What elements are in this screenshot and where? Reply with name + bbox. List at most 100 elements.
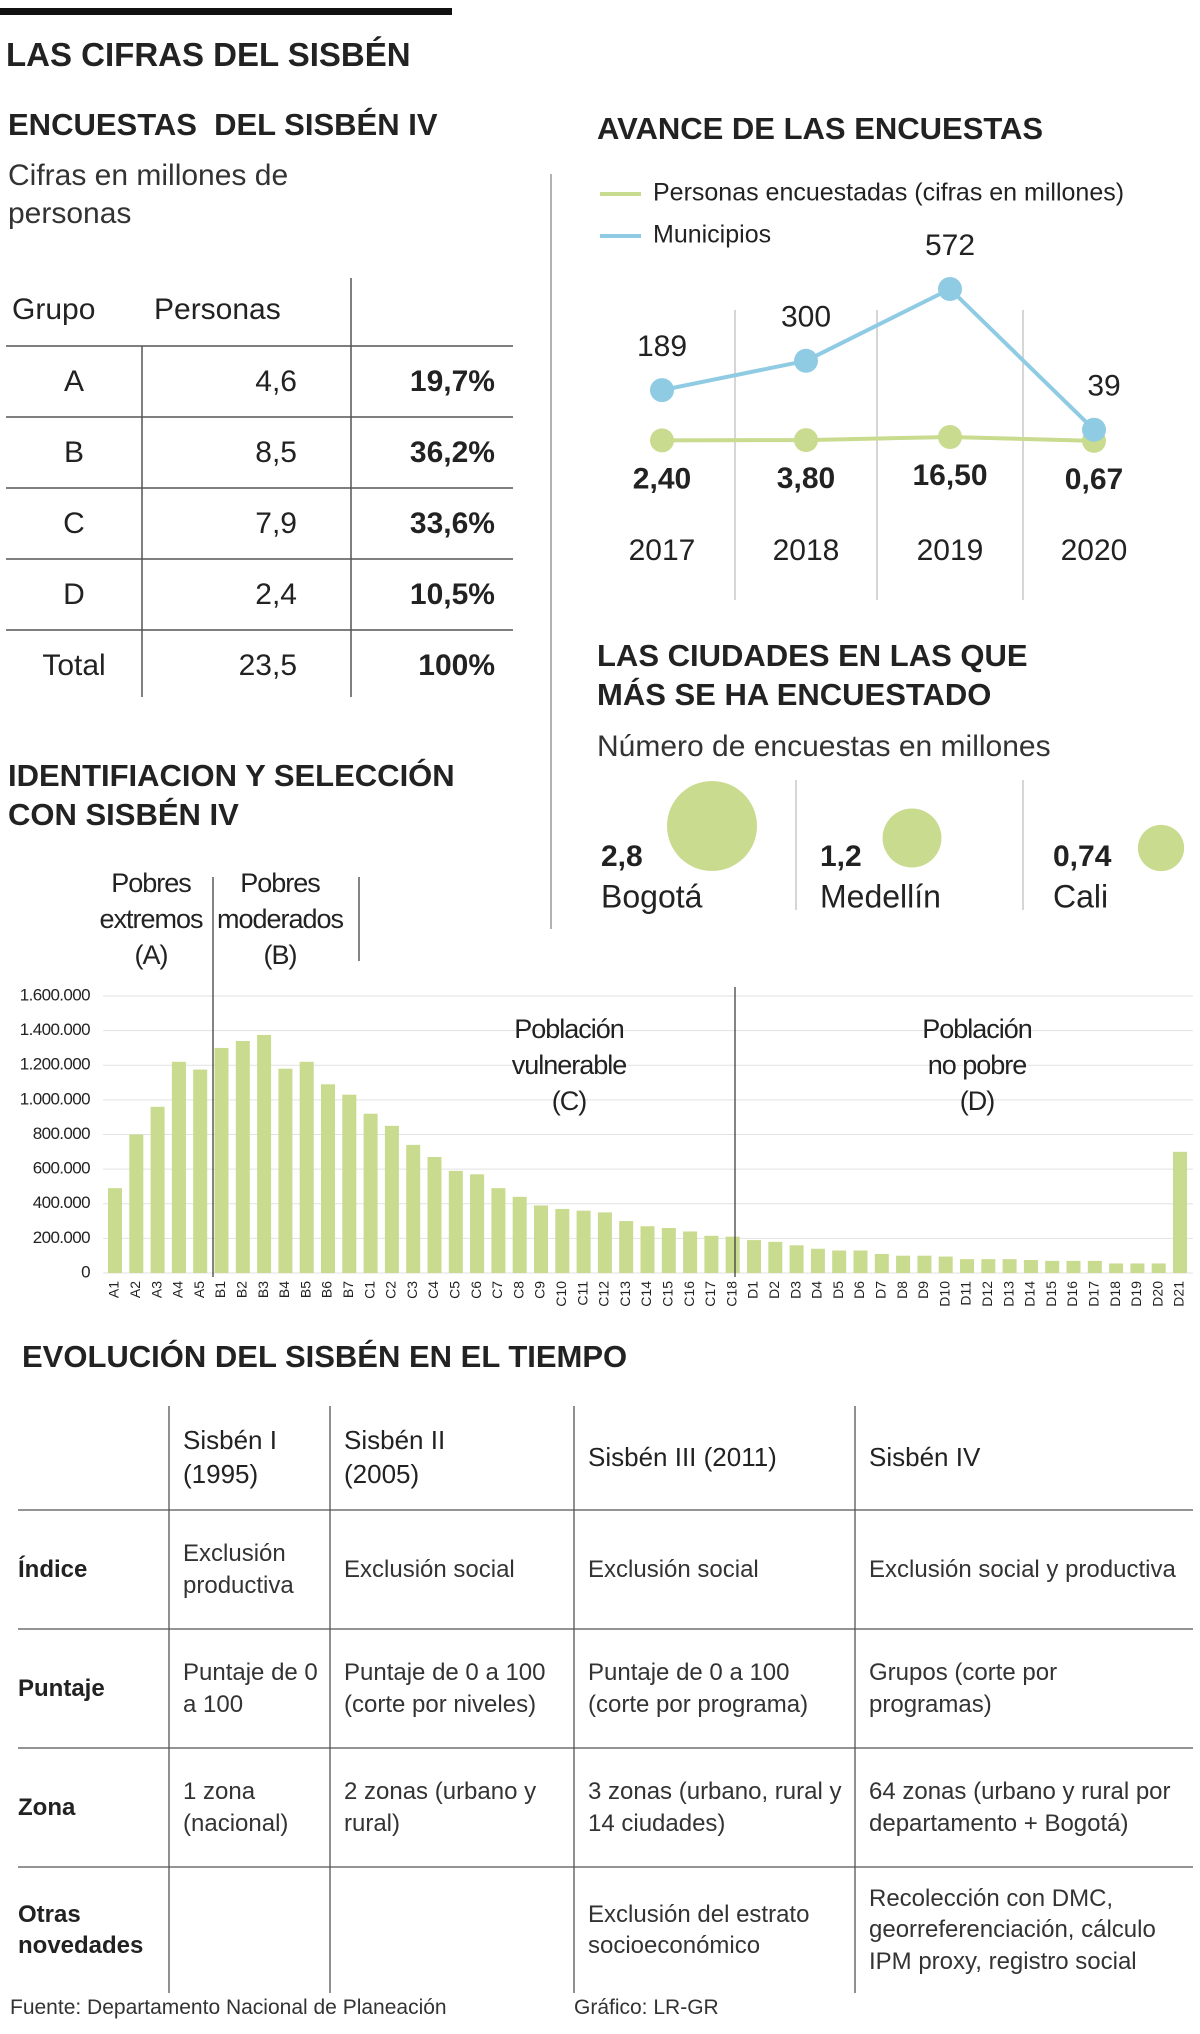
x-tick-label: C4 — [425, 1281, 441, 1299]
bar — [555, 1208, 570, 1273]
bar — [576, 1210, 591, 1273]
x-tick-label: D5 — [830, 1281, 846, 1299]
bar — [1151, 1263, 1166, 1273]
annotation: (C) — [552, 1086, 586, 1116]
column-header: Sisbén I (1995) — [183, 1425, 277, 1489]
bar — [874, 1253, 889, 1273]
data-label: 300 — [781, 301, 831, 334]
x-tick-label: B5 — [297, 1281, 313, 1298]
data-label: 39 — [1087, 370, 1120, 403]
bar — [853, 1250, 868, 1273]
x-tick-label: A2 — [127, 1281, 143, 1298]
bar — [704, 1235, 719, 1273]
x-tick-label: C15 — [660, 1281, 676, 1307]
x-tick-label: C6 — [468, 1281, 484, 1299]
x-tick-label: D9 — [915, 1281, 931, 1299]
table-cell: Exclusión productiva — [183, 1540, 294, 1599]
bar — [342, 1094, 357, 1273]
bar — [171, 1061, 186, 1273]
bubble — [882, 808, 942, 868]
point — [938, 425, 962, 449]
bar — [1087, 1260, 1102, 1273]
y-tick-label: 800.000 — [33, 1124, 90, 1143]
data-label: 3,80 — [777, 462, 835, 495]
x-tick-label: C1 — [361, 1281, 377, 1299]
bar — [384, 1125, 399, 1273]
series-line — [661, 286, 1096, 432]
x-tick-label: B6 — [319, 1281, 335, 1298]
annotation: extremos — [99, 904, 203, 934]
bar — [917, 1255, 932, 1273]
x-tick-label: D17 — [1086, 1281, 1102, 1307]
table-cell: Exclusión social — [344, 1555, 515, 1583]
x-tick-label: D6 — [851, 1281, 867, 1299]
point — [1082, 417, 1106, 442]
x-tick-label: A3 — [148, 1281, 164, 1298]
bar — [747, 1240, 761, 1273]
persons: 2,4 — [255, 578, 297, 611]
data-label: 572 — [925, 229, 975, 262]
bar — [491, 1188, 506, 1273]
bar — [278, 1068, 293, 1273]
share: 100% — [418, 649, 495, 682]
data-label: 2,8 — [601, 840, 643, 873]
bar — [1066, 1260, 1081, 1273]
bar — [150, 1106, 165, 1273]
bubble — [1137, 824, 1185, 872]
annotation: vulnerable — [512, 1050, 627, 1080]
bar — [938, 1256, 953, 1273]
bar — [789, 1245, 804, 1273]
bar — [725, 1236, 740, 1273]
column-header: Personas — [154, 293, 281, 326]
source: Fuente: Departamento Nacional de Planeac… — [10, 1996, 447, 2019]
bar — [406, 1144, 421, 1273]
x-tick-label: D8 — [894, 1281, 910, 1299]
table-cell: Exclusión social — [588, 1555, 759, 1583]
y-tick-label: 1.400.000 — [20, 1020, 90, 1039]
bar — [597, 1212, 612, 1273]
x-tick-label: C3 — [404, 1281, 420, 1299]
y-tick-label: 200.000 — [33, 1228, 90, 1247]
row-label: Zona — [18, 1793, 76, 1821]
city-label: Medellín — [820, 878, 941, 914]
x-tick-label: D18 — [1107, 1281, 1123, 1307]
persons: 23,5 — [239, 649, 297, 682]
bar — [512, 1196, 527, 1273]
x-tick-label: B4 — [276, 1281, 292, 1298]
group-label: B — [64, 436, 84, 469]
city-label: Cali — [1053, 878, 1108, 914]
y-tick-label: 1.200.000 — [20, 1055, 90, 1074]
persons: 7,9 — [255, 507, 297, 540]
y-tick-label: 400.000 — [33, 1193, 90, 1212]
table-cell: 2 zonas (urbano y rural) — [344, 1778, 537, 1837]
share: 19,7% — [410, 365, 495, 398]
x-tick-label: 2019 — [917, 534, 984, 567]
point — [794, 428, 818, 453]
table-cell: Puntaje de 0 a 100 (corte por programa) — [588, 1659, 809, 1718]
x-tick-label: B1 — [212, 1281, 228, 1298]
bar — [235, 1041, 250, 1273]
bar — [299, 1061, 314, 1273]
table-cell: Puntaje de 0 a 100 — [183, 1659, 318, 1718]
x-tick-label: D20 — [1149, 1281, 1165, 1307]
x-tick-label: C16 — [681, 1281, 697, 1307]
x-tick-label: C13 — [617, 1281, 633, 1307]
x-tick-label: B7 — [340, 1281, 356, 1298]
bar — [470, 1174, 485, 1273]
x-tick-label: D10 — [936, 1281, 952, 1307]
x-tick-label: D14 — [1022, 1281, 1038, 1307]
chart-title: AVANCE DE LAS ENCUESTAS — [597, 111, 1044, 146]
group-label: Total — [42, 649, 105, 682]
x-tick-label: C18 — [723, 1281, 739, 1307]
column-header: Sisbén III (2011) — [588, 1442, 777, 1473]
table-title: EVOLUCIÓN DEL SISBÉN EN EL TIEMPO — [22, 1339, 628, 1374]
x-tick-label: D7 — [873, 1281, 889, 1299]
bar — [832, 1250, 847, 1273]
bar — [108, 1188, 122, 1273]
x-tick-label: C12 — [596, 1281, 612, 1307]
bar — [1109, 1263, 1124, 1273]
x-tick-label: C2 — [383, 1281, 399, 1299]
column-header: Sisbén II (2005) — [344, 1425, 446, 1489]
x-tick-label: C11 — [574, 1281, 590, 1306]
x-tick-label: D4 — [809, 1281, 825, 1299]
